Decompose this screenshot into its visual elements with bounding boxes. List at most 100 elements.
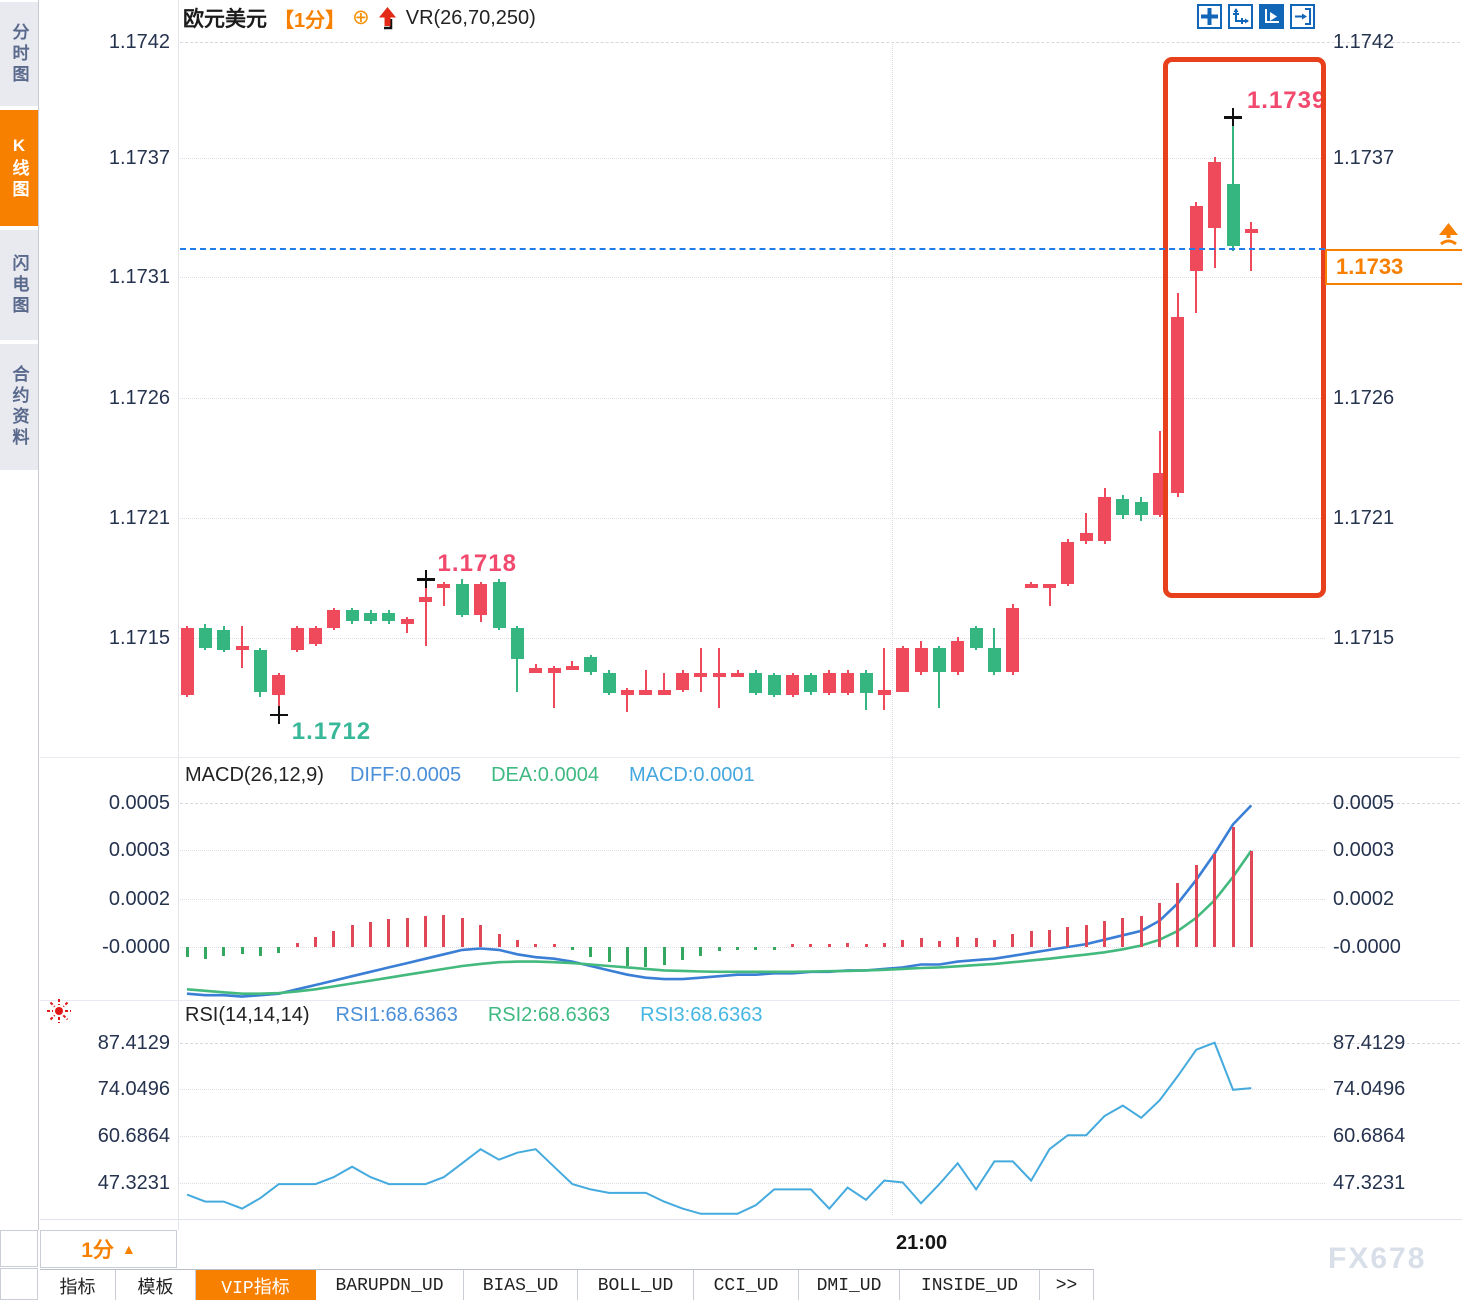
axis-divider bbox=[178, 0, 179, 1230]
macd-axis-label-right: 0.0005 bbox=[1333, 792, 1395, 814]
sidebar-item-kline[interactable]: K线图 bbox=[0, 110, 38, 226]
watermark: FX678 bbox=[1328, 1242, 1427, 1275]
tab-more[interactable]: >> bbox=[1040, 1270, 1094, 1300]
rsi-title: RSI(14,14,14) bbox=[185, 1003, 310, 1026]
rsi-line bbox=[186, 1041, 1252, 1215]
price-gridline bbox=[180, 638, 1325, 639]
macd-axis-label-right: 0.0002 bbox=[1333, 888, 1395, 910]
macd-dea-value: DEA:0.0004 bbox=[491, 763, 599, 786]
sidebar-item-contract-info[interactable]: 合约资料 bbox=[0, 344, 38, 470]
tab-cci[interactable]: CCI_UD bbox=[694, 1270, 799, 1300]
period-selector[interactable]: 1分 ▲ bbox=[40, 1230, 177, 1268]
price-gridline bbox=[180, 277, 1325, 278]
macd-title: MACD(26,12,9) bbox=[185, 763, 324, 786]
macd-legend: MACD(26,12,9) DIFF:0.0005 DEA:0.0004 MAC… bbox=[185, 762, 755, 788]
sidebar-item-lightning[interactable]: 闪电图 bbox=[0, 230, 38, 340]
price-axis-label-right: 1.1715 bbox=[1333, 627, 1395, 649]
sidebar-divider bbox=[38, 0, 39, 1230]
current-price-tag: 1.1733 bbox=[1325, 249, 1462, 285]
price-gridline bbox=[180, 158, 1325, 159]
circle-plus-icon[interactable]: ⊕ bbox=[352, 6, 370, 29]
price-gridline bbox=[180, 398, 1325, 399]
panel-separator bbox=[40, 757, 1460, 758]
rsi-axis-label-right: 47.3231 bbox=[1333, 1172, 1406, 1194]
symbol-name: 欧元美元 bbox=[183, 8, 267, 31]
rsi-axis-label-left: 74.0496 bbox=[97, 1078, 170, 1100]
price-axis-label-left: 1.1715 bbox=[108, 627, 170, 649]
macd-macd-value: MACD:0.0001 bbox=[628, 763, 755, 786]
axis-icon bbox=[1232, 8, 1249, 25]
move-tool-button[interactable] bbox=[1197, 4, 1222, 29]
macd-gridline bbox=[180, 947, 1325, 948]
axis-tool-button[interactable] bbox=[1228, 4, 1253, 29]
tab-template[interactable]: 模板 bbox=[116, 1270, 196, 1300]
macd-axis-label-right: 0.0003 bbox=[1333, 839, 1395, 861]
red-up-arrow-icon bbox=[377, 6, 399, 30]
time-gridline bbox=[892, 42, 893, 1215]
rsi-gridline bbox=[180, 1043, 1460, 1044]
tab-indicator[interactable]: 指标 bbox=[40, 1270, 116, 1300]
macd-axis-label-right: -0.0000 bbox=[1333, 936, 1401, 958]
panel-separator bbox=[40, 1219, 1462, 1220]
time-axis-label: 21:00 bbox=[896, 1232, 948, 1254]
macd-axis-label-left: 0.0003 bbox=[108, 839, 170, 861]
move-icon bbox=[1201, 8, 1218, 25]
rsi-axis-label-left: 47.3231 bbox=[97, 1172, 170, 1194]
rsi-axis-label-right: 74.0496 bbox=[1333, 1078, 1406, 1100]
corner-cell bbox=[0, 1230, 38, 1267]
chart-toolbar bbox=[1197, 4, 1315, 29]
pointer-tool-button[interactable] bbox=[1259, 4, 1284, 29]
price-axis-label-left: 1.1726 bbox=[108, 387, 170, 409]
price-axis-label-left: 1.1742 bbox=[108, 31, 170, 53]
tab-bias[interactable]: BIAS_UD bbox=[464, 1270, 578, 1300]
macd-gridline bbox=[180, 899, 1325, 900]
macd-diff-value: DIFF:0.0005 bbox=[349, 763, 462, 786]
price-axis-label-left: 1.1737 bbox=[108, 147, 170, 169]
rsi-gridline bbox=[180, 1136, 1325, 1137]
macd-gridline bbox=[180, 850, 1325, 851]
indicator-tab-bar: 指标 模板 VIP指标 BARUPDN_UD BIAS_UD BOLL_UD CCI_UD D… bbox=[40, 1269, 1094, 1300]
exit-tool-button[interactable] bbox=[1290, 4, 1315, 29]
tab-inside[interactable]: INSIDE_UD bbox=[900, 1270, 1040, 1300]
period-tag: 【1分】 bbox=[274, 9, 346, 32]
price-axis-label-left: 1.1731 bbox=[108, 266, 170, 288]
exit-icon bbox=[1294, 8, 1311, 25]
macd-diff-line bbox=[186, 804, 1253, 998]
rsi-axis-label-right: 87.4129 bbox=[1333, 1032, 1406, 1054]
rsi-gridline bbox=[180, 1183, 1325, 1184]
rsi-gridline bbox=[180, 1089, 1325, 1090]
rsi3-value: RSI3:68.6363 bbox=[640, 1003, 763, 1026]
alarm-icon[interactable] bbox=[46, 998, 72, 1029]
tab-barupdn[interactable]: BARUPDN_UD bbox=[316, 1270, 464, 1300]
sidebar-item-time-chart[interactable]: 分时图 bbox=[0, 2, 38, 106]
macd-gridline bbox=[180, 803, 1460, 804]
period-selector-label: 1分 bbox=[81, 1239, 114, 1262]
pointer-icon bbox=[1263, 8, 1280, 25]
price-gridline bbox=[180, 518, 1325, 519]
chart-title-bar: 欧元美元 【1分】 ⊕ VR(26,70,250) bbox=[183, 4, 536, 32]
price-axis-label-right: 1.1737 bbox=[1333, 147, 1395, 169]
tab-boll[interactable]: BOLL_UD bbox=[578, 1270, 694, 1300]
price-axis-label-left: 1.1721 bbox=[108, 507, 170, 529]
price-arrow-icon bbox=[1437, 222, 1460, 253]
panel-separator bbox=[40, 1000, 1460, 1001]
triangle-up-icon: ▲ bbox=[121, 1241, 136, 1257]
macd-axis-label-left: -0.0000 bbox=[102, 936, 170, 958]
rsi-axis-label-right: 60.6864 bbox=[1333, 1125, 1406, 1147]
macd-dea-line bbox=[186, 849, 1253, 996]
macd-axis-label-left: 0.0002 bbox=[108, 888, 170, 910]
rsi-axis-label-left: 60.6864 bbox=[97, 1125, 170, 1147]
rsi-axis-label-left: 87.4129 bbox=[97, 1032, 170, 1054]
rsi2-value: RSI2:68.6363 bbox=[487, 1003, 611, 1026]
price-axis-label-right: 1.1721 bbox=[1333, 507, 1395, 529]
rsi1-value: RSI1:68.6363 bbox=[335, 1003, 458, 1026]
price-axis-label-right: 1.1742 bbox=[1333, 31, 1395, 53]
tab-vip-indicator[interactable]: VIP指标 bbox=[196, 1270, 316, 1300]
price-axis-label-right: 1.1726 bbox=[1333, 387, 1395, 409]
tab-dmi[interactable]: DMI_UD bbox=[799, 1270, 900, 1300]
rsi-legend: RSI(14,14,14) RSI1:68.6363 RSI2:68.6363 … bbox=[185, 1002, 763, 1028]
macd-axis-label-left: 0.0005 bbox=[108, 792, 170, 814]
price-gridline bbox=[180, 42, 1460, 43]
